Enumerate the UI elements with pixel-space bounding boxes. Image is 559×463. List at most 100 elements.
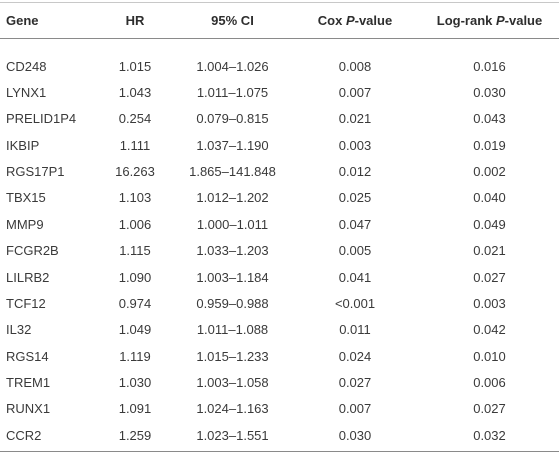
- table-cell: 0.047: [338, 216, 372, 232]
- table-cell: RUNX1: [6, 401, 51, 417]
- table-cell: 1.259: [95, 422, 175, 453]
- table-cell: 0.025: [338, 190, 372, 206]
- table-cell: 0.974: [118, 295, 152, 311]
- table-cell: 0.041: [338, 269, 372, 285]
- table-cell: 1.090: [118, 269, 152, 285]
- table-row: TBX15 1.103 1.012–1.202 0.025 0.040: [0, 185, 559, 211]
- table-cell: 0.002: [473, 164, 506, 180]
- table-cell: 0.007: [338, 85, 372, 101]
- table-cell: 1.011–1.088: [196, 322, 269, 338]
- header-text: P: [495, 13, 505, 28]
- table-cell: 1.023–1.551: [175, 422, 290, 453]
- table-cell: FCGR2B: [6, 243, 59, 259]
- table-row: FCGR2B 1.115 1.033–1.203 0.005 0.021: [0, 238, 559, 264]
- table-cell: 0.030: [473, 85, 506, 101]
- table-cell: 1.115: [119, 243, 151, 259]
- table-cell: CD248: [6, 58, 47, 74]
- table-cell: LILRB2: [6, 269, 50, 285]
- table-cell: IKBIP: [6, 137, 40, 153]
- table-cell: TREM1: [6, 374, 51, 390]
- table-cell: 0.254: [118, 111, 152, 127]
- table-cell: 1.011–1.075: [196, 85, 269, 101]
- table-cell: 0.003: [473, 295, 506, 311]
- table-row: LYNX1 1.043 1.011–1.075 0.007 0.030: [0, 79, 559, 105]
- table-cell: 1.015: [118, 58, 152, 74]
- table-cell: 0.959–0.988: [196, 295, 269, 311]
- table-cell: <0.001: [334, 295, 376, 311]
- column-header: 95% CI: [175, 2, 290, 39]
- table-cell: 0.049: [473, 216, 506, 232]
- table-cell: 0.027: [338, 374, 372, 390]
- table-cell: 0.043: [473, 111, 506, 127]
- table-cell: 0.010: [473, 348, 506, 364]
- table-cell: 1.111: [119, 137, 151, 153]
- table-cell: 0.024: [338, 348, 372, 364]
- table-row: RGS17P1 16.263 1.865–141.848 0.012 0.002: [0, 158, 559, 184]
- table-cell: 16.263: [115, 164, 155, 180]
- header-text: P: [345, 13, 355, 28]
- table-row: IKBIP 1.111 1.037–1.190 0.003 0.019: [0, 132, 559, 158]
- table-row: LILRB2 1.090 1.003–1.184 0.041 0.027: [0, 264, 559, 290]
- table-cell: 1.119: [119, 348, 151, 364]
- table-cell: IL32: [6, 322, 32, 338]
- table-cell: 1.043: [118, 85, 152, 101]
- table-cell: 1.037–1.190: [196, 137, 269, 153]
- table-cell: 1.091: [118, 401, 152, 417]
- table-cell: 1.004–1.026: [196, 58, 269, 74]
- table-cell: 0.079–0.815: [196, 111, 269, 127]
- table-cell: 0.040: [473, 190, 506, 206]
- table-cell: 0.008: [338, 58, 372, 74]
- table-cell: 0.030: [290, 422, 420, 453]
- table-cell: 1.015–1.233: [196, 348, 269, 364]
- header-text: Log-rank: [436, 13, 496, 28]
- table-cell: 0.003: [338, 137, 372, 153]
- table-cell: 0.012: [338, 164, 372, 180]
- table-cell: TCF12: [6, 295, 46, 311]
- results-table: Gene HR 95% CI Cox P-value Log-rank P-value …: [0, 2, 559, 453]
- table-cell: RGS14: [6, 348, 49, 364]
- table-row: RGS14 1.119 1.015–1.233 0.024 0.010: [0, 343, 559, 369]
- table-cell: 0.021: [338, 111, 372, 127]
- table-cell: 0.005: [338, 243, 372, 259]
- table-cell: 0.016: [473, 58, 506, 74]
- table-header: Gene HR 95% CI Cox P-value Log-rank P-value: [0, 2, 559, 39]
- header-text: -value: [354, 13, 393, 28]
- table-cell: 0.006: [473, 374, 506, 390]
- header-text: Cox: [317, 13, 346, 28]
- table-cell: 0.042: [473, 322, 506, 338]
- table-cell: CCR2: [0, 422, 95, 453]
- table-cell: LYNX1: [6, 85, 47, 101]
- table-cell: 1.024–1.163: [196, 401, 269, 417]
- table-cell: 0.019: [473, 137, 506, 153]
- header-row: Gene HR 95% CI Cox P-value Log-rank P-value: [0, 2, 559, 39]
- table-cell: 0.007: [338, 401, 372, 417]
- table-cell: 1.000–1.011: [196, 216, 269, 232]
- table-cell: PRELID1P4: [6, 111, 77, 127]
- table-cell: 1.103: [118, 190, 152, 206]
- table-cell: 1.030: [118, 374, 152, 390]
- table-cell: 1.865–141.848: [189, 164, 276, 180]
- table-cell: 0.021: [473, 243, 506, 259]
- table-body: CD248 1.015 1.004–1.026 0.008 0.016 LYNX1 1.04…: [0, 39, 559, 453]
- table-cell: 0.011: [339, 322, 371, 338]
- table-cell: 1.033–1.203: [196, 243, 269, 259]
- table-cell: 0.032: [420, 422, 559, 453]
- column-header: Cox P-value: [290, 2, 420, 39]
- table-cell: 1.012–1.202: [196, 190, 269, 206]
- table-row: CCR2 1.259 1.023–1.551 0.030 0.032: [0, 422, 559, 453]
- table-row: TCF12 0.974 0.959–0.988 <0.001 0.003: [0, 290, 559, 316]
- table-row: RUNX1 1.091 1.024–1.163 0.007 0.027: [0, 396, 559, 422]
- table-cell: RGS17P1: [6, 164, 65, 180]
- table-cell: 1.006: [118, 216, 152, 232]
- table-cell: MMP9: [6, 216, 44, 232]
- table-cell: 0.027: [473, 401, 506, 417]
- table-row: TREM1 1.030 1.003–1.058 0.027 0.006: [0, 369, 559, 395]
- column-header: Log-rank P-value: [420, 2, 559, 39]
- table-row: PRELID1P4 0.254 0.079–0.815 0.021 0.043: [0, 106, 559, 132]
- table-row: CD248 1.015 1.004–1.026 0.008 0.016: [0, 39, 559, 80]
- table-cell: 1.049: [118, 322, 152, 338]
- table-row: MMP9 1.006 1.000–1.011 0.047 0.049: [0, 211, 559, 237]
- header-text: -value: [504, 13, 543, 28]
- table-row: IL32 1.049 1.011–1.088 0.011 0.042: [0, 317, 559, 343]
